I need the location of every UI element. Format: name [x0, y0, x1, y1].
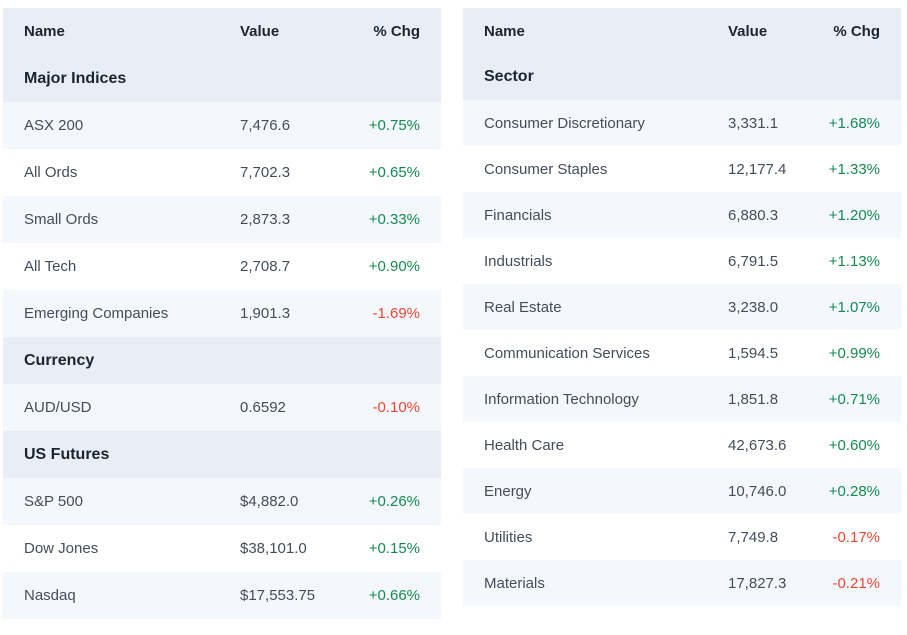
table-row: All Ords 7,702.3 +0.65%	[3, 149, 441, 196]
column-header-chg: % Chg	[373, 23, 420, 40]
table-row: Utilities 7,749.8 -0.17%	[463, 514, 901, 560]
instrument-name: Materials	[484, 574, 545, 592]
table-row: Communication Services 1,594.5 +0.99%	[463, 330, 901, 376]
column-header-name: Name	[484, 22, 525, 40]
table-row: Energy 10,746.0 +0.28%	[463, 468, 901, 514]
instrument-value: 7,749.8	[728, 528, 779, 546]
instrument-name: Real Estate	[484, 298, 562, 316]
section-header-row: Major Indices	[3, 55, 441, 102]
instrument-value: 17,827.3	[728, 574, 787, 592]
instrument-change: +0.90%	[368, 258, 420, 275]
instrument-name: Consumer Staples	[484, 160, 608, 178]
instrument-name: Emerging Companies	[24, 305, 169, 322]
table-row: Industrials 6,791.5 +1.13%	[463, 238, 901, 284]
column-header-name: Name	[24, 23, 65, 40]
table-row: Nasdaq $17,553.75 +0.66%	[3, 572, 441, 619]
instrument-name: Small Ords	[24, 211, 99, 228]
instrument-name: All Tech	[24, 258, 77, 275]
instrument-value: $17,553.75	[240, 587, 316, 604]
table-row: AUD/USD 0.6592 -0.10%	[3, 384, 441, 431]
instrument-change: +0.65%	[368, 164, 420, 181]
column-header-value: Value	[240, 23, 280, 40]
instrument-value: 6,791.5	[728, 252, 779, 270]
instrument-name: Health Care	[484, 436, 565, 454]
instrument-value: 10,746.0	[728, 482, 787, 500]
instrument-value: 0.6592	[240, 399, 286, 416]
instrument-name: Industrials	[484, 252, 553, 270]
table-row: Information Technology 1,851.8 +0.71%	[463, 376, 901, 422]
instrument-name: Nasdaq	[24, 587, 76, 604]
instrument-change: +0.15%	[368, 540, 420, 557]
instrument-name: S&P 500	[24, 493, 83, 510]
instrument-value: 1,901.3	[240, 305, 291, 322]
section-title: US Futures	[24, 445, 110, 463]
table-row: Financials 6,880.3 +1.20%	[463, 192, 901, 238]
instrument-change: +1.20%	[828, 206, 880, 224]
section-title: Currency	[24, 351, 95, 369]
instrument-name: Communication Services	[484, 344, 650, 362]
instrument-change: +0.60%	[828, 436, 880, 454]
instrument-change: +0.75%	[368, 117, 420, 134]
table-row: Emerging Companies 1,901.3 -1.69%	[3, 290, 441, 337]
instrument-change: +1.07%	[828, 298, 880, 316]
table-row: Health Care 42,673.6 +0.60%	[463, 422, 901, 468]
table-row: Consumer Discretionary 3,331.1 +1.68%	[463, 100, 901, 146]
instrument-change: -1.69%	[372, 305, 420, 322]
instrument-change: +0.28%	[828, 482, 880, 500]
table-row: ASX 200 7,476.6 +0.75%	[3, 102, 441, 149]
column-header-row: Name Value % Chg	[463, 8, 901, 54]
instrument-value: 7,702.3	[240, 164, 291, 181]
table-row: Dow Jones $38,101.0 +0.15%	[3, 525, 441, 572]
instrument-value: 12,177.4	[728, 160, 787, 178]
instrument-value: 2,873.3	[240, 211, 291, 228]
instrument-change: +0.33%	[368, 211, 420, 228]
instrument-name: Financials	[484, 206, 552, 224]
section-title: Major Indices	[24, 69, 127, 87]
table-row: S&P 500 $4,882.0 +0.26%	[3, 478, 441, 525]
instrument-name: Consumer Discretionary	[484, 114, 645, 132]
instrument-change: -0.10%	[372, 399, 420, 416]
table-row: Real Estate 3,238.0 +1.07%	[463, 284, 901, 330]
table-row: All Tech 2,708.7 +0.90%	[3, 243, 441, 290]
instrument-change: +1.68%	[828, 114, 880, 132]
instrument-change: +0.99%	[828, 344, 880, 362]
instrument-value: $4,882.0	[240, 493, 299, 510]
column-header-chg: % Chg	[833, 22, 880, 40]
instrument-change: +0.66%	[368, 587, 420, 604]
instrument-value: 7,476.6	[240, 117, 291, 134]
instrument-change: +0.71%	[828, 390, 880, 408]
instrument-value: $38,101.0	[240, 540, 307, 557]
instrument-value: 1,851.8	[728, 390, 779, 408]
sector-table: Name Value % Chg Sector Consumer Discretiona…	[463, 8, 901, 606]
instrument-value: 3,238.0	[728, 298, 779, 316]
instrument-value: 42,673.6	[728, 436, 787, 454]
column-header-row: Name Value % Chg	[3, 8, 441, 55]
instrument-name: Dow Jones	[24, 540, 99, 557]
table-row: Materials 17,827.3 -0.21%	[463, 560, 901, 606]
table-row: Small Ords 2,873.3 +0.33%	[3, 196, 441, 243]
instrument-name: Utilities	[484, 528, 533, 546]
instrument-value: 1,594.5	[728, 344, 779, 362]
market-summary-table: Name Value % Chg Major Indices ASX 200 7,476.…	[3, 8, 441, 619]
instrument-name: AUD/USD	[24, 399, 92, 416]
instrument-value: 2,708.7	[240, 258, 291, 275]
instrument-change: +1.13%	[828, 252, 880, 270]
instrument-value: 6,880.3	[728, 206, 779, 224]
section-header-row: US Futures	[3, 431, 441, 478]
section-header-row: Currency	[3, 337, 441, 384]
column-header-value: Value	[728, 22, 768, 40]
instrument-name: All Ords	[24, 164, 78, 181]
instrument-name: Energy	[484, 482, 532, 500]
section-header-row: Sector	[463, 54, 901, 100]
instrument-change: +1.33%	[828, 160, 880, 178]
instrument-change: -0.21%	[832, 574, 880, 592]
instrument-change: -0.17%	[832, 528, 880, 546]
table-row: Consumer Staples 12,177.4 +1.33%	[463, 146, 901, 192]
instrument-name: ASX 200	[24, 117, 84, 134]
instrument-value: 3,331.1	[728, 114, 779, 132]
section-title: Sector	[484, 68, 534, 85]
instrument-name: Information Technology	[484, 390, 639, 408]
instrument-change: +0.26%	[368, 493, 420, 510]
